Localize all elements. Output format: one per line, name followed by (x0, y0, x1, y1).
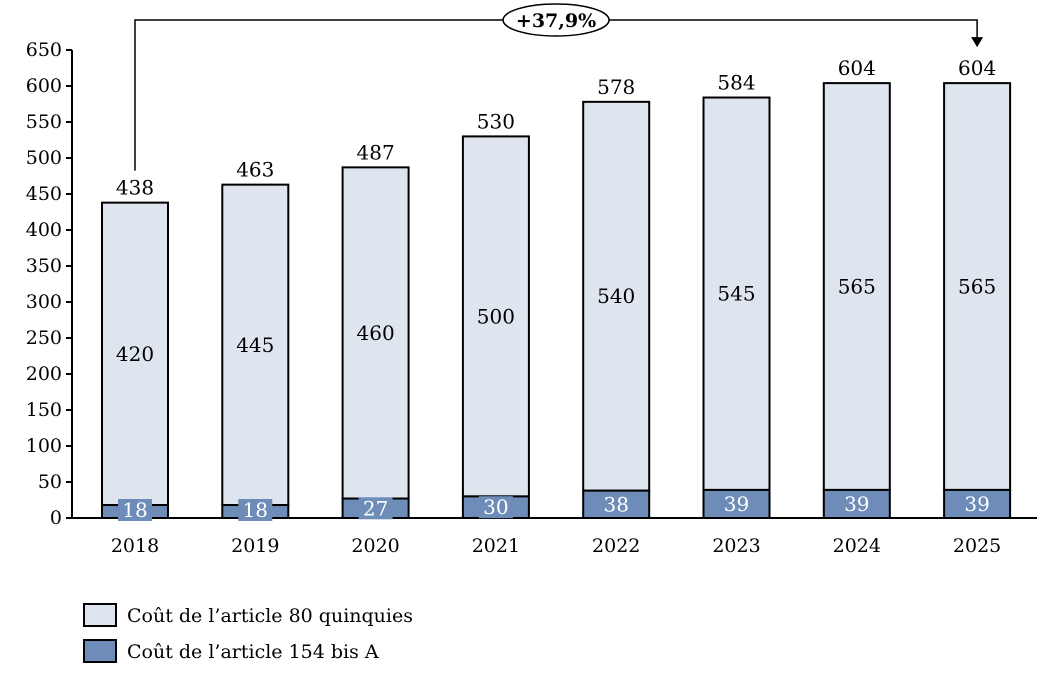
x-tick-label: 2022 (592, 535, 640, 557)
growth-badge (502, 3, 610, 37)
data-label-80-quinquies: 565 (838, 275, 876, 299)
data-label-bg (358, 497, 393, 520)
data-label-154-bis-a: 39 (844, 492, 869, 516)
y-tick-label: 0 (50, 507, 62, 529)
y-tick-label: 250 (26, 327, 62, 349)
data-label-80-quinquies: 545 (717, 282, 755, 306)
bar-segment-80-quinquies (943, 82, 1012, 491)
y-tick-label: 550 (26, 111, 62, 133)
data-label-total: 584 (717, 71, 755, 95)
x-tick-label: 2019 (231, 535, 279, 557)
y-tick-label: 150 (26, 399, 62, 421)
data-label-bg (960, 492, 995, 515)
x-tick-label: 2018 (111, 535, 159, 557)
data-label-total: 487 (357, 140, 395, 164)
y-tick-label: 50 (38, 471, 62, 493)
data-label-total: 578 (597, 75, 635, 99)
x-tick-label: 2024 (833, 535, 881, 557)
bar-segment-80-quinquies (461, 135, 530, 498)
data-label-154-bis-a: 38 (603, 492, 628, 516)
y-tick-label: 450 (26, 183, 62, 205)
y-tick-label: 350 (26, 255, 62, 277)
data-label-bg (599, 493, 634, 516)
bar-segment-80-quinquies (341, 166, 410, 500)
data-label-bg (719, 492, 754, 515)
bar-segment-80-quinquies (221, 183, 290, 507)
growth-label: +37,9% (516, 10, 596, 32)
data-label-154-bis-a: 39 (964, 492, 989, 516)
data-label-bg (478, 496, 513, 519)
x-tick-label: 2021 (472, 535, 520, 557)
data-label-154-bis-a: 18 (243, 498, 268, 522)
data-label-total: 604 (838, 56, 876, 80)
x-tick-label: 2025 (953, 535, 1001, 557)
data-label-total: 530 (477, 109, 515, 133)
x-tick-label: 2023 (712, 535, 760, 557)
y-tick-label: 500 (26, 147, 62, 169)
legend-swatch (83, 639, 117, 663)
data-label-total: 463 (236, 158, 274, 182)
legend-swatch (83, 603, 117, 627)
y-tick-label: 100 (26, 435, 62, 457)
data-label-total: 438 (116, 176, 154, 200)
data-label-total: 604 (958, 56, 996, 80)
legend-label: Coût de l’article 80 quinquies (127, 605, 413, 627)
data-label-154-bis-a: 27 (363, 496, 388, 520)
data-label-bg (238, 499, 273, 521)
data-label-bg (118, 499, 152, 521)
data-label-154-bis-a: 30 (483, 495, 508, 519)
y-tick-label: 400 (26, 219, 62, 241)
legend-label: Coût de l’article 154 bis A (127, 641, 379, 663)
arrow-head-icon (971, 37, 984, 48)
y-tick-label: 300 (26, 291, 62, 313)
data-label-80-quinquies: 500 (477, 304, 515, 328)
data-label-154-bis-a: 39 (724, 492, 749, 516)
data-label-80-quinquies: 445 (236, 333, 274, 357)
y-tick-label: 650 (26, 39, 62, 61)
data-label-bg (839, 492, 874, 515)
x-tick-label: 2020 (351, 535, 399, 557)
data-label-80-quinquies: 420 (116, 342, 154, 366)
y-tick-label: 600 (26, 75, 62, 97)
data-label-80-quinquies: 540 (597, 284, 635, 308)
data-label-80-quinquies: 460 (357, 321, 395, 345)
data-label-154-bis-a: 18 (122, 498, 147, 522)
data-label-80-quinquies: 565 (958, 275, 996, 299)
bar-segment-80-quinquies (702, 96, 771, 491)
y-tick-label: 200 (26, 363, 62, 385)
